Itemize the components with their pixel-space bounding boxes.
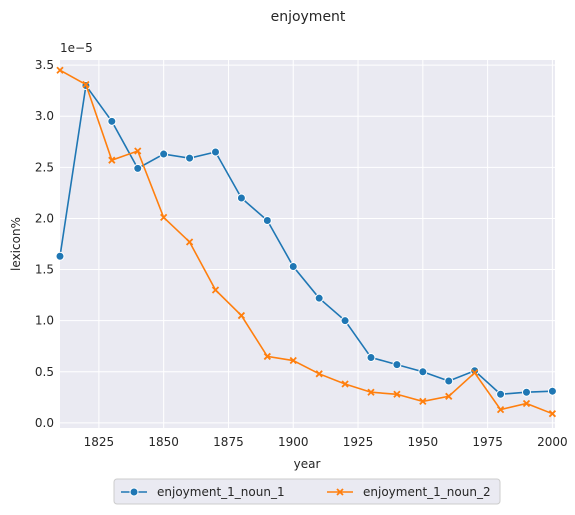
data-point <box>547 386 557 396</box>
y-tick-label: 3.5 <box>35 58 54 72</box>
x-tick-label: 1925 <box>343 435 374 449</box>
data-point <box>160 213 168 222</box>
data-point <box>314 293 324 303</box>
data-point <box>159 149 169 159</box>
data-point <box>392 360 402 370</box>
legend-marker <box>336 488 344 496</box>
tick-labels: 1825 1850 1875 1900 1925 1950 1975 2000 0.0 0.5 1.… <box>35 58 568 449</box>
data-point <box>444 376 454 386</box>
data-point <box>419 397 427 406</box>
legend-marker <box>129 487 139 497</box>
data-point <box>185 153 195 163</box>
legend: enjoyment_1_noun_1 enjoyment_1_noun_2 <box>113 478 501 505</box>
data-point <box>263 352 271 361</box>
y-scale-label: 1e−5 <box>60 41 93 55</box>
data-point <box>471 369 479 377</box>
data-point <box>237 311 246 320</box>
y-tick-label: 1.0 <box>35 314 54 328</box>
data-point <box>236 193 246 203</box>
data-point <box>418 367 428 377</box>
data-point <box>341 380 349 388</box>
data-point <box>522 399 531 408</box>
x-tick-label: 1825 <box>84 435 115 449</box>
data-point <box>496 389 506 399</box>
data-point <box>185 238 194 246</box>
x-tick-label: 1875 <box>213 435 244 449</box>
data-point <box>496 405 505 414</box>
chart-title: enjoyment <box>271 9 346 25</box>
data-point <box>210 147 220 157</box>
data-point <box>262 215 272 225</box>
data-point <box>366 352 376 362</box>
y-tick-label: 0.5 <box>35 365 54 379</box>
plot-area <box>60 60 555 428</box>
y-tick-label: 1.5 <box>35 263 54 277</box>
x-tick-label: 2000 <box>537 435 568 449</box>
grid-lines <box>60 60 555 428</box>
data-point <box>289 356 297 365</box>
x-tick-label: 1850 <box>148 435 179 449</box>
legend-label: enjoyment_1_noun_1 <box>157 485 285 499</box>
data-point <box>367 388 375 396</box>
data-point <box>288 261 298 271</box>
data-point <box>108 156 116 164</box>
series-layer <box>55 66 557 418</box>
y-tick-label: 2.0 <box>35 211 54 225</box>
data-point <box>340 316 350 326</box>
data-point <box>211 286 220 294</box>
legend-item: enjoyment_1_noun_2 <box>327 485 491 499</box>
series-line <box>59 83 553 396</box>
series-enjoyment_1_noun_2 <box>56 66 557 418</box>
data-point <box>470 366 480 376</box>
data-point <box>548 410 557 418</box>
data-point <box>133 163 143 173</box>
data-point <box>82 80 90 89</box>
data-point <box>56 66 64 74</box>
y-tick-label: 3.0 <box>35 109 54 123</box>
data-point <box>393 390 401 398</box>
y-axis-title: lexicon% <box>9 217 23 271</box>
data-point <box>107 116 117 126</box>
x-axis-title: year <box>294 457 321 471</box>
data-point <box>445 392 453 400</box>
legend-label: enjoyment_1_noun_2 <box>363 485 491 499</box>
y-tick-label: 2.5 <box>35 160 54 174</box>
data-point <box>315 370 323 378</box>
data-point <box>55 251 65 261</box>
data-point <box>521 387 531 397</box>
y-tick-label: 0.0 <box>35 416 54 430</box>
x-tick-label: 1900 <box>278 435 309 449</box>
x-tick-label: 1950 <box>408 435 439 449</box>
legend-box <box>113 478 501 505</box>
legend-item: enjoyment_1_noun_1 <box>121 485 285 499</box>
x-tick-label: 1975 <box>472 435 503 449</box>
data-point <box>134 147 142 155</box>
series-line <box>59 69 553 415</box>
